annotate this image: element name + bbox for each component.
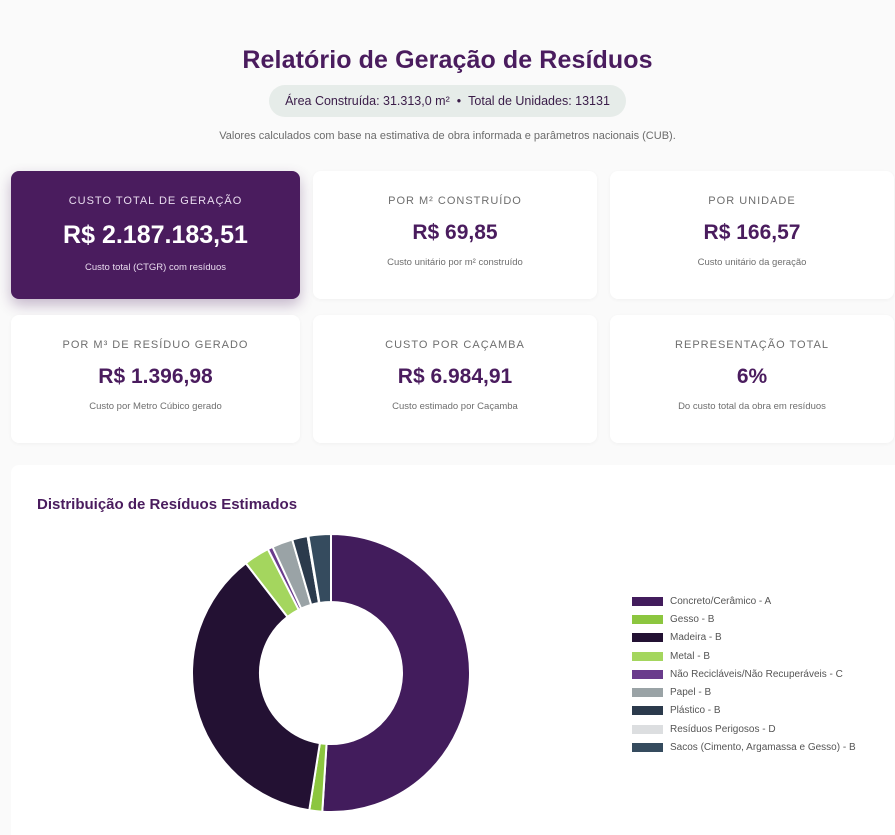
donut-slice-0[interactable] xyxy=(321,532,471,813)
card-label: POR UNIDADE xyxy=(708,195,796,207)
page-title: Relatório de Geração de Resíduos xyxy=(242,46,653,74)
card-label: POR M³ DE RESÍDUO GERADO xyxy=(62,339,249,351)
card-subtitle: Custo unitário da geração xyxy=(697,257,807,268)
legend-label: Madeira - B xyxy=(670,632,722,644)
separator-dot: • xyxy=(456,94,462,108)
legend-swatch xyxy=(632,706,663,716)
legend-label: Papel - B xyxy=(670,687,712,699)
legend-swatch xyxy=(632,596,663,606)
card-label: CUSTO TOTAL DE GERAÇÃO xyxy=(68,195,243,207)
report-header: Relatório de Geração de Resíduos Área Co… xyxy=(0,0,895,142)
card-cost-per-m2: POR M² CONSTRUÍDO R$ 69,85 Custo unitári… xyxy=(313,171,597,299)
card-cost-per-m3: POR M³ DE RESÍDUO GERADO R$ 1.396,98 Cus… xyxy=(11,315,300,443)
card-value: R$ 69,85 xyxy=(412,221,498,244)
legend-swatch xyxy=(632,651,663,661)
card-cost-per-dumpster: CUSTO POR CAÇAMBA R$ 6.984,91 Custo esti… xyxy=(313,315,597,443)
card-value: R$ 1.396,98 xyxy=(98,365,213,388)
legend-label: Metal - B xyxy=(670,650,711,662)
card-subtitle: Custo total (CTGR) com resíduos xyxy=(85,262,226,273)
card-value: R$ 166,57 xyxy=(703,221,801,244)
legend-swatch xyxy=(632,688,663,698)
legend-label: Resíduos Perigosos - D xyxy=(670,723,776,735)
card-subtitle: Custo unitário por m² construído xyxy=(387,257,523,268)
legend-label: Concreto/Cerâmico - A xyxy=(670,595,772,607)
chart-legend: Concreto/Cerâmico - A Gesso - B Madeira - … xyxy=(632,592,856,757)
donut-chart xyxy=(191,532,471,813)
legend-label: Gesso - B xyxy=(670,613,715,625)
legend-swatch xyxy=(632,724,663,734)
donut-slice-8[interactable] xyxy=(307,532,332,605)
legend-item[interactable]: Não Recicláveis/Não Recuperáveis - C xyxy=(632,665,856,683)
chart-panel: Distribuição de Resíduos Estimados Concr… xyxy=(11,465,895,835)
card-subtitle: Custo estimado por Caçamba xyxy=(392,401,518,412)
legend-swatch xyxy=(632,633,663,643)
card-value: R$ 6.984,91 xyxy=(397,365,513,388)
built-area-text: Área Construída: 31.313,0 m² xyxy=(285,94,450,108)
legend-item[interactable]: Papel - B xyxy=(632,683,856,701)
metric-cards: CUSTO TOTAL DE GERAÇÃO R$ 2.187.183,51 C… xyxy=(11,171,895,443)
legend-swatch xyxy=(632,669,663,679)
card-subtitle: Do custo total da obra em resíduos xyxy=(678,401,826,412)
total-units-text: Total de Unidades: 13131 xyxy=(468,94,610,108)
card-label: CUSTO POR CAÇAMBA xyxy=(385,339,525,351)
calculation-note: Valores calculados com base na estimativ… xyxy=(219,130,676,142)
card-value: 6% xyxy=(736,365,768,388)
legend-swatch xyxy=(632,614,663,624)
legend-item[interactable]: Madeira - B xyxy=(632,629,856,647)
donut-slice-2[interactable] xyxy=(191,561,322,812)
legend-item[interactable]: Concreto/Cerâmico - A xyxy=(632,592,856,610)
legend-label: Plástico - B xyxy=(670,705,721,717)
card-value: R$ 2.187.183,51 xyxy=(63,221,248,249)
legend-item[interactable]: Resíduos Perigosos - D xyxy=(632,720,856,738)
card-total-cost: CUSTO TOTAL DE GERAÇÃO R$ 2.187.183,51 C… xyxy=(11,171,300,299)
legend-item[interactable]: Sacos (Cimento, Argamassa e Gesso) - B xyxy=(632,738,856,756)
legend-item[interactable]: Gesso - B xyxy=(632,610,856,628)
summary-pill: Área Construída: 31.313,0 m² • Total de Un… xyxy=(269,85,626,117)
legend-label: Sacos (Cimento, Argamassa e Gesso) - B xyxy=(670,742,856,754)
card-total-share: REPRESENTAÇÃO TOTAL 6% Do custo total da… xyxy=(610,315,894,443)
legend-item[interactable]: Metal - B xyxy=(632,647,856,665)
legend-item[interactable]: Plástico - B xyxy=(632,702,856,720)
card-subtitle: Custo por Metro Cúbico gerado xyxy=(89,401,222,412)
card-cost-per-unit: POR UNIDADE R$ 166,57 Custo unitário da … xyxy=(610,171,894,299)
legend-label: Não Recicláveis/Não Recuperáveis - C xyxy=(670,668,843,680)
chart-title: Distribuição de Resíduos Estimados xyxy=(37,496,298,513)
card-label: POR M² CONSTRUÍDO xyxy=(388,195,522,207)
legend-swatch xyxy=(632,743,663,753)
card-label: REPRESENTAÇÃO TOTAL xyxy=(675,339,829,351)
